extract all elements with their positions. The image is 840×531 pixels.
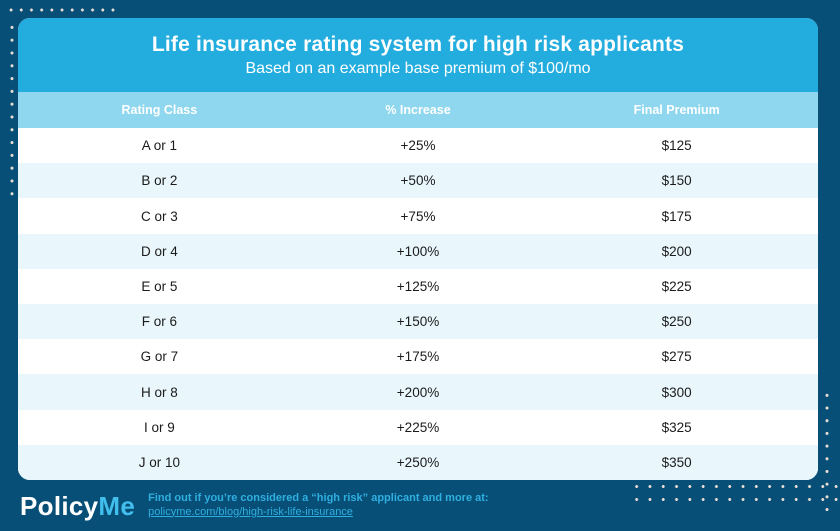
table-row: I or 9 +225% $325 [18, 409, 818, 445]
cell-final-premium: $350 [661, 454, 692, 470]
table-row: D or 4 +100% $200 [18, 233, 818, 269]
cell-final-premium: $175 [661, 208, 692, 224]
cell-final-premium: $300 [661, 384, 692, 400]
rating-table-card: Life insurance rating system for high ri… [18, 18, 818, 480]
column-header-percent-increase: % Increase [385, 103, 451, 117]
cell-rating-class: H or 8 [140, 384, 178, 400]
card-header: Life insurance rating system for high ri… [18, 18, 818, 92]
cell-rating-class: E or 5 [141, 278, 178, 294]
footer-blog-link[interactable]: policyme.com/blog/high-risk-life-insuran… [148, 505, 353, 518]
policyme-logo: PolicyMe [20, 493, 135, 519]
cell-percent-increase: +50% [400, 173, 436, 189]
cell-percent-increase: +150% [396, 314, 440, 330]
logo-text-policy: Policy [20, 490, 99, 521]
cell-rating-class: J or 10 [138, 454, 180, 470]
table-header-row: Rating Class % Increase Final Premium [18, 92, 818, 128]
page-subtitle: Based on an example base premium of $100… [245, 59, 591, 77]
cell-percent-increase: +25% [400, 138, 436, 154]
table-body: A or 1 +25% $125 B or 2 +50% $150 C or 3… [18, 128, 818, 480]
dot-pattern-top-left [6, 7, 119, 13]
cell-rating-class: A or 1 [141, 138, 177, 154]
table-row: B or 2 +50% $150 [18, 163, 818, 199]
dot-pattern-left-column [9, 21, 15, 202]
cell-final-premium: $275 [661, 349, 692, 365]
logo-text-me: Me [98, 490, 136, 521]
cell-final-premium: $125 [661, 138, 692, 154]
table-row: H or 8 +200% $300 [18, 374, 818, 410]
dot-pattern-right-column [824, 389, 830, 511]
column-header-rating-class: Rating Class [121, 103, 198, 117]
table-row: F or 6 +150% $250 [18, 304, 818, 340]
cell-final-premium: $250 [661, 314, 692, 330]
column-header-final-premium: Final Premium [633, 103, 720, 117]
page-title: Life insurance rating system for high ri… [151, 32, 685, 56]
cell-rating-class: G or 7 [140, 349, 179, 365]
cell-rating-class: C or 3 [140, 208, 178, 224]
footer: PolicyMe Find out if you’re considered a… [0, 480, 840, 531]
cell-final-premium: $225 [661, 278, 692, 294]
cell-percent-increase: +200% [396, 384, 440, 400]
cell-percent-increase: +225% [396, 419, 440, 435]
cell-percent-increase: +125% [396, 278, 440, 294]
footer-text-block: Find out if you’re considered a “high ri… [148, 492, 488, 520]
cell-final-premium: $200 [661, 243, 692, 259]
cell-percent-increase: +100% [396, 243, 440, 259]
table-row: A or 1 +25% $125 [18, 128, 818, 164]
cell-rating-class: D or 4 [140, 243, 178, 259]
cell-percent-increase: +250% [396, 454, 440, 470]
cell-percent-increase: +175% [396, 349, 440, 365]
footer-tagline: Find out if you’re considered a “high ri… [148, 491, 489, 504]
dot-pattern-bottom-right [630, 480, 839, 506]
cell-percent-increase: +75% [400, 208, 436, 224]
cell-rating-class: F or 6 [141, 314, 177, 330]
cell-rating-class: I or 9 [143, 419, 175, 435]
cell-final-premium: $325 [661, 419, 692, 435]
table-row: C or 3 +75% $175 [18, 198, 818, 234]
table-row: E or 5 +125% $225 [18, 268, 818, 305]
table-row: J or 10 +250% $350 [18, 444, 818, 480]
cell-final-premium: $150 [661, 173, 692, 189]
cell-rating-class: B or 2 [141, 173, 178, 189]
table-row: G or 7 +175% $275 [18, 339, 818, 375]
